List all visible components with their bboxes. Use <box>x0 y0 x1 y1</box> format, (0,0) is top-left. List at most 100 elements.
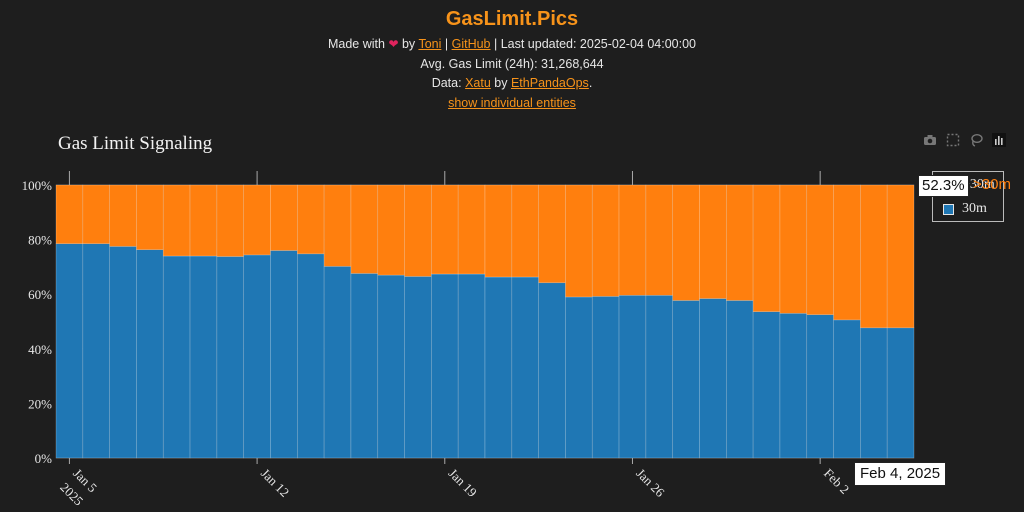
bar-30m <box>726 300 754 459</box>
heart-icon: ❤ <box>388 37 399 51</box>
bar-30m <box>565 296 593 459</box>
separator: | <box>444 37 449 51</box>
ethpandaops-link[interactable]: EthPandaOps <box>510 76 589 90</box>
bar-30m <box>618 294 647 459</box>
x-tick-label: Jan 19 <box>446 466 480 500</box>
bar-over-30m <box>645 184 673 296</box>
bar-over-30m <box>377 184 405 276</box>
show-individual-entities-link[interactable]: show individual entities <box>448 96 576 110</box>
legend-swatch-30m <box>943 203 954 215</box>
bar-over-30m <box>350 184 379 274</box>
bar-30m <box>752 311 781 459</box>
bar-over-30m <box>431 184 459 275</box>
bar-over-30m <box>726 184 754 301</box>
legend-label-over-30m: >30m <box>962 177 995 192</box>
plotly-logo-icon[interactable] <box>991 132 1007 148</box>
y-tick-label: 60% <box>28 287 52 302</box>
bar-30m <box>270 250 298 459</box>
bar-over-30m <box>699 184 727 299</box>
bar-30m <box>806 314 834 459</box>
bar-30m <box>55 243 84 459</box>
bar-30m <box>404 276 432 459</box>
bar-over-30m <box>618 184 647 296</box>
bar-30m <box>82 243 110 459</box>
bar-over-30m <box>591 184 620 297</box>
y-tick-label: 100% <box>22 178 53 193</box>
bar-30m <box>538 282 566 459</box>
bar-30m <box>833 319 861 459</box>
bar-30m <box>860 327 888 459</box>
data-label: Data: <box>431 76 462 90</box>
github-link[interactable]: GitHub <box>451 37 491 51</box>
hover-tooltip-value: 52.3% <box>918 175 969 197</box>
bar-30m <box>136 249 164 459</box>
bar-30m <box>591 296 620 459</box>
bar-over-30m <box>672 184 700 301</box>
site-title: GasLimit.Pics <box>445 8 579 30</box>
bar-over-30m <box>297 184 325 255</box>
bar-30m <box>511 276 539 459</box>
bar-over-30m <box>55 184 84 244</box>
hover-tooltip-date: Feb 4, 2025 <box>854 462 947 486</box>
bar-over-30m <box>162 184 191 257</box>
made-with-text: Made with <box>327 37 385 51</box>
show-entities-line: show individual entities <box>0 96 1024 110</box>
bar-over-30m <box>565 184 593 298</box>
bar-over-30m <box>109 184 137 247</box>
bar-30m <box>699 298 727 459</box>
x-tick-label: Jan 26 <box>633 466 668 501</box>
bar-over-30m <box>860 184 888 329</box>
box-select-icon[interactable] <box>945 132 961 148</box>
bar-over-30m <box>82 184 110 244</box>
bar-30m <box>189 255 218 459</box>
bar-30m <box>431 273 459 459</box>
last-updated-text: | Last updated: 2025-02-04 04:00:00 <box>493 37 697 51</box>
bar-over-30m <box>886 184 915 329</box>
bar-30m <box>350 273 379 459</box>
data-source-line: Data: Xatu by EthPandaOps. <box>0 76 1024 90</box>
bar-over-30m <box>538 184 566 284</box>
bar-30m <box>243 254 271 459</box>
bar-30m <box>886 327 915 459</box>
bar-30m <box>457 273 486 459</box>
bar-over-30m <box>457 184 486 275</box>
bar-over-30m <box>189 184 218 257</box>
legend-item-30m[interactable]: 30m <box>943 201 987 217</box>
bar-30m <box>672 300 700 459</box>
bar-over-30m <box>404 184 432 277</box>
credits-line: Made with ❤ by Toni | GitHub | Last upda… <box>0 37 1024 51</box>
bar-30m <box>109 246 137 459</box>
hover-tooltip-series: >30m <box>973 176 1011 193</box>
bar-over-30m <box>216 184 244 257</box>
camera-icon[interactable] <box>922 132 938 148</box>
xatu-link[interactable]: Xatu <box>465 76 491 90</box>
y-tick-label: 80% <box>28 233 52 248</box>
bar-30m <box>779 313 808 459</box>
bar-30m <box>645 294 673 459</box>
bar-over-30m <box>511 184 539 278</box>
bar-over-30m <box>323 184 352 267</box>
by-text: by <box>401 37 416 51</box>
bar-over-30m <box>779 184 808 314</box>
bar-30m <box>162 255 191 459</box>
legend-label-30m: 30m <box>962 201 987 216</box>
x-tick-label: Jan 12 <box>258 466 292 500</box>
bar-over-30m <box>484 184 513 278</box>
period-text: . <box>588 76 593 90</box>
bar-30m <box>297 253 325 459</box>
bar-over-30m <box>833 184 861 321</box>
bar-30m <box>484 276 513 459</box>
toni-link[interactable]: Toni <box>418 37 442 51</box>
chart-title: Gas Limit Signaling <box>58 133 213 154</box>
by-text-2: by <box>494 76 508 90</box>
bar-over-30m <box>243 184 271 256</box>
chart-modebar <box>922 132 1007 150</box>
bar-30m <box>377 274 405 459</box>
x-tick-label: Feb 2 <box>821 466 852 497</box>
avg-gas-limit: Avg. Gas Limit (24h): 31,268,644 <box>420 57 604 71</box>
bar-over-30m <box>270 184 298 251</box>
lasso-icon[interactable] <box>968 132 984 148</box>
bar-over-30m <box>752 184 781 312</box>
y-tick-label: 40% <box>28 342 52 357</box>
